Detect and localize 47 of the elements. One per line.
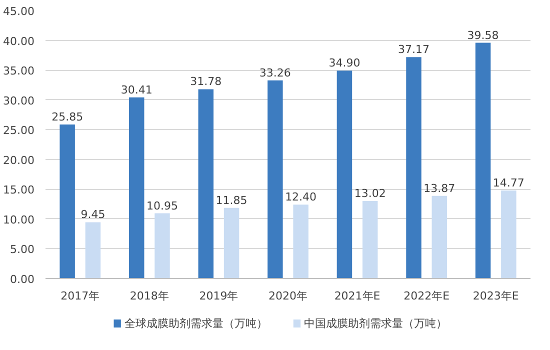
bar	[406, 57, 422, 278]
bar	[362, 200, 378, 278]
bar	[198, 89, 214, 278]
x-tick-label: 2017年	[60, 290, 100, 302]
data-label: 30.41	[120, 83, 152, 96]
y-tick-label: 35.00	[3, 64, 35, 78]
x-tick-label: 2020年	[268, 290, 308, 302]
bar	[432, 196, 448, 278]
bar	[154, 213, 170, 278]
y-tick-label: 25.00	[3, 124, 35, 138]
bar	[85, 222, 101, 278]
data-label: 31.78	[190, 75, 222, 88]
data-label: 37.17	[398, 43, 430, 56]
bar	[501, 190, 516, 278]
bar	[268, 80, 283, 278]
legend-label: 全球成膜助剂需求量（万吨）	[124, 317, 268, 330]
y-tick-label: 30.00	[3, 94, 35, 108]
y-tick-label: 15.00	[3, 184, 35, 197]
data-label: 34.90	[328, 56, 360, 70]
data-label: 13.87	[424, 182, 456, 195]
x-tick-label: 2022年E	[404, 290, 450, 302]
data-label: 9.45	[80, 208, 106, 222]
data-label: 14.77	[492, 176, 524, 190]
y-tick-label: 10.00	[3, 213, 35, 226]
data-label: 13.02	[354, 186, 386, 200]
data-label: 25.85	[52, 110, 84, 124]
bar	[128, 97, 144, 278]
data-label: 12.40	[285, 190, 317, 204]
data-label: 33.26	[259, 66, 291, 80]
bar	[224, 208, 240, 278]
x-tick-label: 2021年E	[334, 290, 380, 302]
bar	[60, 124, 75, 278]
x-tick-label: 2023年E	[472, 290, 519, 302]
y-tick-label: 5.00	[10, 243, 35, 256]
bar	[475, 42, 491, 278]
x-tick-label: 2019年	[199, 290, 238, 302]
data-label: 10.95	[146, 199, 178, 212]
y-tick-label: 0.00	[10, 273, 35, 286]
y-tick-label: 20.00	[3, 154, 35, 167]
y-tick-label: 45.00	[3, 5, 35, 18]
x-tick-label: 2018年	[130, 290, 169, 302]
data-label: 11.85	[216, 194, 248, 207]
bar	[293, 204, 308, 278]
y-tick-label: 40.00	[3, 34, 35, 48]
bar	[336, 70, 352, 278]
legend-label: 中国成膜助剂需求量（万吨）	[304, 317, 448, 330]
data-label: 39.58	[467, 28, 499, 42]
